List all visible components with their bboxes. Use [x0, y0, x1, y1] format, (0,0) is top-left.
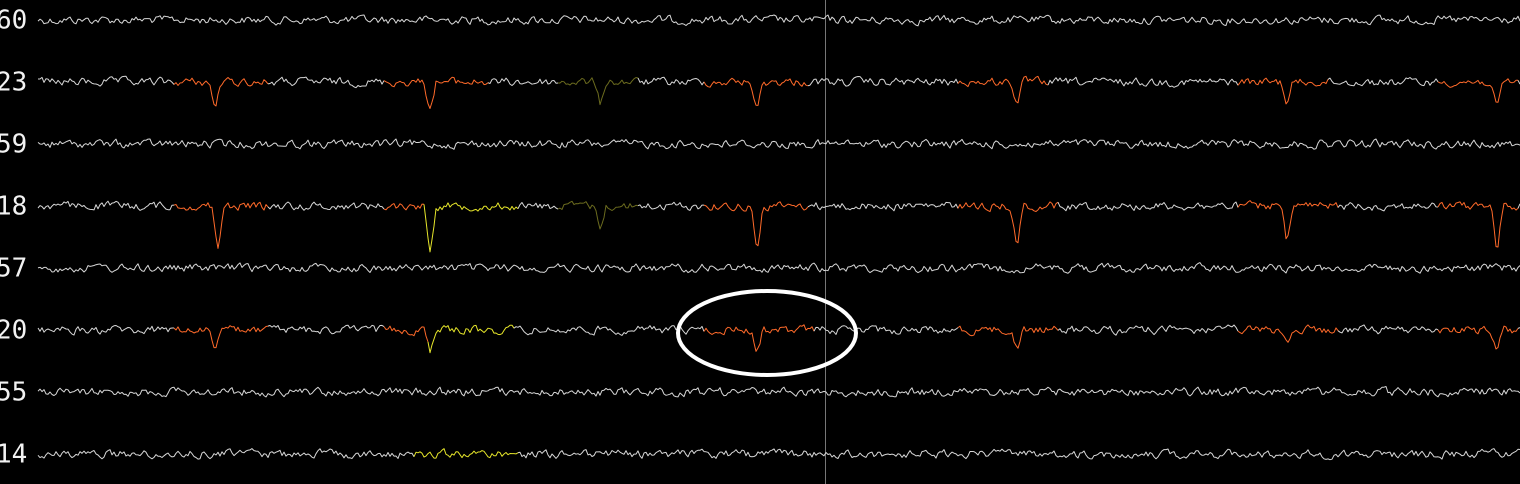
- eeg-trace: [413, 448, 519, 459]
- eeg-trace: [807, 76, 959, 87]
- eeg-trace: [427, 324, 515, 354]
- eeg-trace: [513, 325, 705, 336]
- eeg-trace: [1327, 77, 1439, 87]
- eeg-trace: [703, 77, 809, 106]
- eeg-trace: [37, 448, 415, 460]
- eeg-trace: [267, 76, 385, 89]
- eeg-trace: [173, 325, 269, 349]
- eeg-trace: [383, 325, 429, 343]
- eeg-trace: [957, 201, 1059, 244]
- eeg-trace: [813, 325, 959, 335]
- eeg-trace: [487, 77, 559, 86]
- eeg-trace: [1057, 324, 1239, 336]
- eeg-trace: [957, 325, 1059, 349]
- channel-label: 60: [0, 6, 27, 36]
- eeg-trace: [1437, 325, 1519, 350]
- eeg-trace: [1337, 324, 1439, 335]
- eeg-trace: [1337, 202, 1439, 212]
- eeg-trace: [807, 201, 959, 212]
- eeg-trace: [703, 324, 815, 352]
- eeg-trace: [37, 14, 1520, 27]
- eeg-trace: [383, 76, 489, 109]
- eeg-trace: [703, 201, 809, 247]
- eeg-trace: [1057, 201, 1239, 212]
- eeg-trace: [517, 202, 559, 210]
- channel-label: 14: [0, 440, 27, 470]
- eeg-trace: [37, 138, 1520, 150]
- eeg-trace: [423, 202, 519, 253]
- channel-label: 57: [0, 254, 27, 284]
- eeg-trace: [173, 77, 269, 107]
- traces: [37, 14, 1520, 461]
- channel-label: 18: [0, 192, 27, 222]
- channel-label: 23: [0, 68, 27, 98]
- eeg-trace: [173, 201, 269, 249]
- eeg-trace: [1437, 201, 1519, 248]
- eeg-trace: [957, 75, 1049, 104]
- eeg-trace: [37, 386, 1520, 398]
- channel-label: 55: [0, 378, 27, 408]
- eeg-trace: [1237, 200, 1339, 240]
- channel-labels: 60 23 59 18 57 20 55 14: [0, 6, 27, 470]
- eeg-trace: [558, 77, 639, 106]
- channel-label: 20: [0, 316, 27, 346]
- eeg-trace: [517, 448, 1520, 461]
- eeg-trace: [637, 76, 705, 86]
- eeg-trace: [38, 75, 175, 87]
- highlight-ellipse: [676, 289, 858, 377]
- eeg-trace: [557, 200, 639, 230]
- eeg-trace: [1237, 77, 1329, 105]
- eeg-trace: [37, 325, 174, 336]
- channel-label: 59: [0, 130, 27, 160]
- eeg-trace: [637, 201, 704, 211]
- eeg-trace: [1237, 324, 1339, 343]
- eeg-trace: [37, 200, 175, 211]
- eeg-trace: [1437, 78, 1518, 103]
- eeg-trace: [1047, 76, 1239, 88]
- eeg-trace: [267, 324, 385, 335]
- eeg-trace: [383, 203, 425, 211]
- eeg-trace: [267, 201, 385, 211]
- eeg-trace: [37, 262, 1520, 274]
